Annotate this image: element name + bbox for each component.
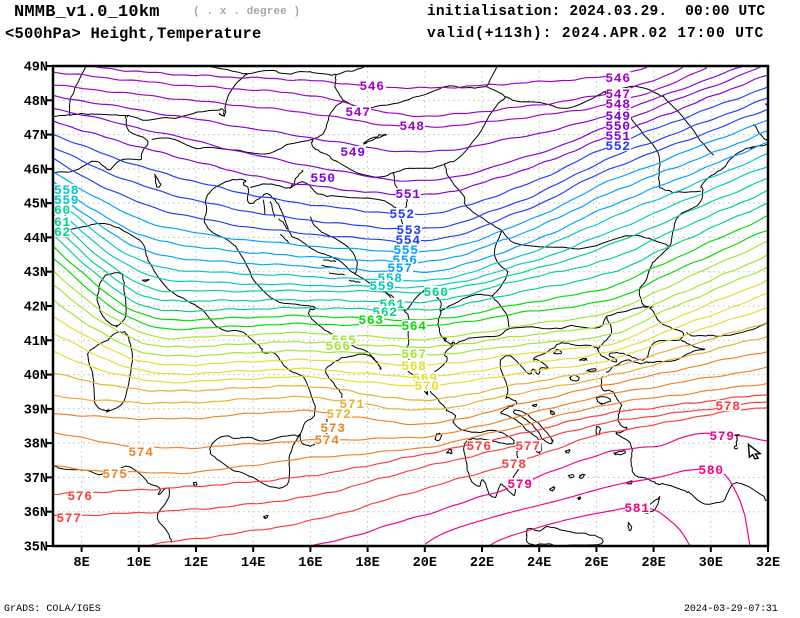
svg-text:577: 577: [56, 511, 81, 526]
svg-text:38N: 38N: [24, 438, 48, 453]
svg-text:40N: 40N: [24, 369, 48, 384]
svg-text:581: 581: [624, 501, 649, 516]
svg-text:564: 564: [401, 319, 426, 334]
svg-text:546: 546: [359, 79, 384, 94]
svg-text:568: 568: [401, 359, 426, 374]
svg-text:12E: 12E: [184, 556, 208, 571]
svg-text:42N: 42N: [24, 301, 48, 316]
svg-text:26E: 26E: [584, 556, 608, 571]
svg-text:549: 549: [340, 145, 365, 160]
svg-text:576: 576: [466, 439, 491, 454]
svg-text:41N: 41N: [24, 335, 48, 350]
svg-text:577: 577: [515, 439, 540, 454]
svg-text:48N: 48N: [24, 95, 48, 110]
svg-text:24E: 24E: [527, 556, 551, 571]
svg-text:575: 575: [102, 467, 127, 482]
svg-text:30E: 30E: [699, 556, 723, 571]
svg-text:43N: 43N: [24, 266, 48, 281]
svg-text:580: 580: [698, 463, 723, 478]
svg-text:570: 570: [414, 379, 439, 394]
svg-text:567: 567: [401, 347, 426, 362]
svg-text:47N: 47N: [24, 129, 48, 144]
svg-text:32E: 32E: [756, 556, 780, 571]
svg-text:560: 560: [423, 285, 448, 300]
svg-text:14E: 14E: [241, 556, 265, 571]
svg-text:559: 559: [369, 279, 394, 294]
svg-text:60: 60: [54, 203, 71, 218]
svg-text:49N: 49N: [24, 61, 48, 76]
svg-text:550: 550: [310, 171, 335, 186]
svg-text:546: 546: [605, 71, 630, 86]
svg-text:16E: 16E: [298, 556, 322, 571]
svg-text:548: 548: [605, 97, 630, 112]
svg-text:578: 578: [715, 399, 740, 414]
svg-text:547: 547: [345, 105, 370, 120]
svg-text:22E: 22E: [470, 556, 494, 571]
svg-text:10E: 10E: [127, 556, 151, 571]
svg-text:566: 566: [325, 339, 350, 354]
svg-text:46N: 46N: [24, 163, 48, 178]
svg-text:18E: 18E: [355, 556, 379, 571]
svg-text:574: 574: [128, 445, 153, 460]
svg-text:573: 573: [320, 421, 345, 436]
svg-text:548: 548: [399, 119, 424, 134]
svg-text:579: 579: [709, 429, 734, 444]
svg-text:44N: 44N: [24, 232, 48, 247]
svg-text:578: 578: [501, 457, 526, 472]
svg-text:8E: 8E: [73, 556, 89, 571]
svg-text:20E: 20E: [413, 556, 437, 571]
svg-text:36N: 36N: [24, 506, 48, 521]
svg-text:551: 551: [395, 187, 420, 202]
svg-text:579: 579: [507, 477, 532, 492]
svg-text:574: 574: [314, 433, 339, 448]
svg-text:576: 576: [67, 489, 92, 504]
svg-text:563: 563: [358, 313, 383, 328]
svg-text:552: 552: [389, 207, 414, 222]
svg-text:28E: 28E: [641, 556, 665, 571]
svg-text:37N: 37N: [24, 472, 48, 487]
svg-text:552: 552: [605, 139, 630, 154]
svg-text:35N: 35N: [24, 541, 48, 556]
svg-text:62: 62: [54, 225, 71, 240]
svg-text:572: 572: [326, 407, 351, 422]
svg-text:39N: 39N: [24, 403, 48, 418]
svg-text:45N: 45N: [24, 198, 48, 213]
